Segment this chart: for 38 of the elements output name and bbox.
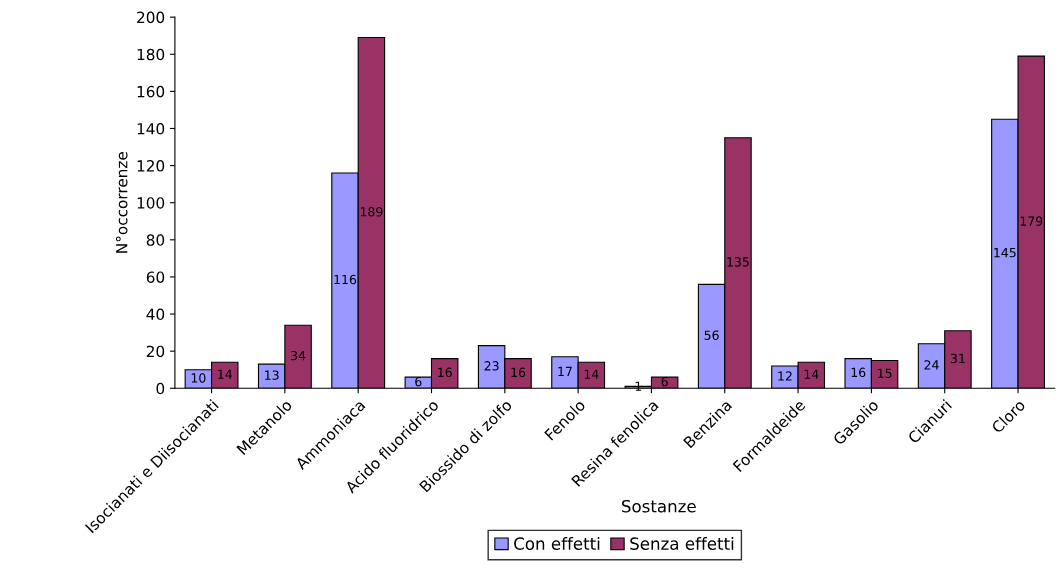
y-tick-label: 20 <box>146 345 165 358</box>
data-label: 6 <box>415 376 422 387</box>
data-label: 116 <box>334 274 357 285</box>
y-tick-label: 140 <box>137 122 165 135</box>
y-tick-label: 60 <box>146 271 165 283</box>
legend-label: Con effetti <box>514 537 600 550</box>
y-tick-label: 80 <box>146 234 165 246</box>
data-label: 56 <box>704 330 719 340</box>
data-label: 17 <box>558 366 572 376</box>
y-tick-label: 120 <box>137 160 165 172</box>
data-label: 135 <box>727 257 749 267</box>
y-tick-label: 200 <box>137 11 165 24</box>
data-label: 179 <box>1020 216 1043 226</box>
data-label: 34 <box>291 350 306 361</box>
data-label: 12 <box>778 371 792 381</box>
data-label: 13 <box>265 370 279 380</box>
data-label: 16 <box>438 367 452 378</box>
data-label: 16 <box>511 367 526 378</box>
data-label: 31 <box>950 353 965 364</box>
y-tick-label: 0 <box>156 382 165 395</box>
y-axis-title: N°occorrenze <box>115 152 128 253</box>
data-label: 10 <box>191 373 206 383</box>
data-label: 23 <box>484 361 499 371</box>
data-label: 14 <box>584 369 599 379</box>
y-tick-label: 180 <box>137 48 165 61</box>
data-label: 16 <box>851 367 866 378</box>
data-label: 24 <box>924 360 939 370</box>
legend-label: Senza effetti <box>630 537 734 550</box>
data-label: 189 <box>360 207 383 217</box>
data-label: 14 <box>804 369 819 379</box>
x-axis-title: Sostanze <box>622 499 696 513</box>
y-tick-label: 100 <box>137 197 165 209</box>
y-tick-label: 160 <box>137 85 165 98</box>
y-tick-label: 40 <box>146 308 165 321</box>
data-label: 145 <box>994 248 1016 258</box>
data-label: 15 <box>878 368 892 378</box>
data-label: 6 <box>661 376 668 387</box>
data-label: 14 <box>218 369 233 379</box>
